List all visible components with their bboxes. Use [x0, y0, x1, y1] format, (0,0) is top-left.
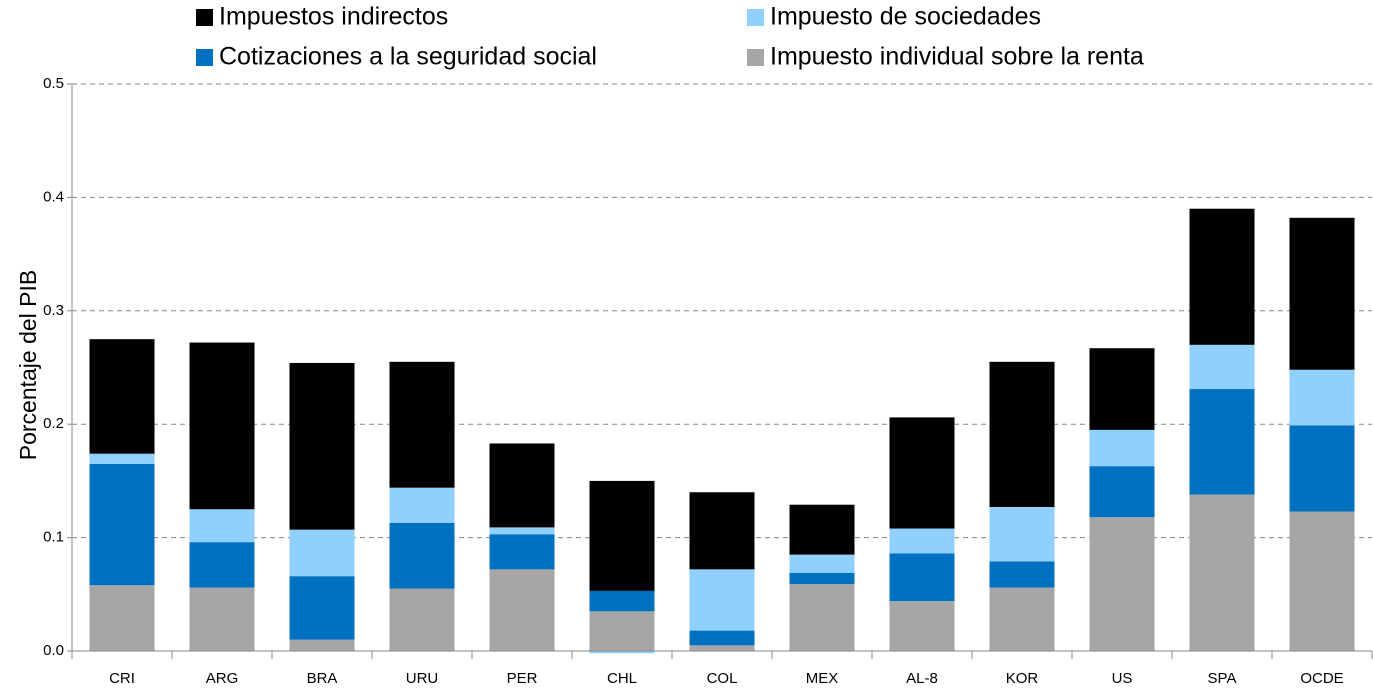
- bar-segment: [989, 561, 1055, 588]
- legend-label: Impuestos indirectos: [219, 3, 448, 31]
- bar-segment: [389, 522, 455, 589]
- y-tick-label: 0.2: [43, 415, 64, 432]
- bar-segment: [1189, 389, 1255, 495]
- bar-segment: [1289, 425, 1355, 512]
- bar-segment: [1189, 494, 1255, 651]
- x-tick-label: US: [1112, 670, 1133, 687]
- bar-segment: [89, 463, 155, 586]
- bar-segment: [189, 542, 255, 588]
- x-tick-label: ARG: [206, 670, 239, 687]
- bar-segment: [789, 584, 855, 651]
- bar-segment: [889, 553, 955, 602]
- bar-segment: [689, 630, 755, 646]
- bar-segment: [189, 509, 255, 543]
- bar-segment: [589, 611, 655, 651]
- bar-segment: [389, 361, 455, 488]
- bar-segment: [689, 645, 755, 651]
- bar-segment: [489, 443, 555, 528]
- bar-segment: [1089, 429, 1155, 467]
- bar-segment: [1089, 466, 1155, 518]
- x-tick-label: CRI: [109, 670, 135, 687]
- bar-segment: [889, 417, 955, 529]
- bar-segment: [1289, 217, 1355, 370]
- legend-swatch: [747, 49, 764, 66]
- legend-swatch: [747, 9, 764, 26]
- bar-segment: [389, 487, 455, 523]
- y-tick-label: 0.1: [43, 529, 64, 546]
- bar-segment: [1189, 344, 1255, 390]
- bar-segment: [589, 590, 655, 612]
- x-tick-label: BRA: [307, 670, 338, 687]
- bar-segment: [889, 528, 955, 554]
- bar-segment: [289, 529, 355, 577]
- bar-segment: [589, 651, 655, 654]
- legend-label: Cotizaciones a la seguridad social: [219, 43, 597, 71]
- legend-swatch: [196, 9, 213, 26]
- bar-segment: [889, 601, 955, 651]
- y-tick-label: 0.3: [43, 302, 64, 319]
- legend-label: Impuesto individual sobre la renta: [770, 43, 1144, 71]
- bar-segment: [489, 534, 555, 570]
- bar-segment: [189, 587, 255, 651]
- bar-segment: [789, 572, 855, 585]
- bar-segment: [289, 362, 355, 530]
- bar-segment: [1289, 369, 1355, 426]
- bar-segment: [489, 569, 555, 651]
- x-tick-label: OCDE: [1300, 670, 1343, 687]
- bar-segment: [989, 506, 1055, 562]
- bar-segment: [289, 576, 355, 640]
- x-tick-label: COL: [707, 670, 738, 687]
- x-tick-label: CHL: [607, 670, 637, 687]
- bar-segment: [789, 504, 855, 555]
- bar-segment: [989, 587, 1055, 651]
- bar-segment: [1089, 348, 1155, 430]
- bar-segment: [1189, 208, 1255, 345]
- bar-segment: [89, 453, 155, 464]
- bar-segment: [189, 342, 255, 510]
- bar-segment: [789, 554, 855, 573]
- x-tick-label: AL-8: [906, 670, 938, 687]
- x-tick-label: PER: [507, 670, 538, 687]
- y-tick-label: 0.0: [43, 642, 64, 659]
- bar-segment: [1289, 511, 1355, 651]
- y-tick-label: 0.4: [43, 188, 64, 205]
- y-tick-label: 0.5: [43, 75, 64, 92]
- bar-segment: [589, 480, 655, 591]
- bar-segment: [289, 639, 355, 651]
- bar-segment: [1089, 517, 1155, 651]
- legend-swatch: [196, 49, 213, 66]
- bar-segment: [89, 585, 155, 651]
- bar-segment: [89, 339, 155, 454]
- bar-segment: [489, 527, 555, 535]
- bar-segment: [689, 492, 755, 570]
- y-axis-label: Porcentaje del PIB: [15, 270, 41, 461]
- legend-label: Impuesto de sociedades: [770, 3, 1041, 31]
- bar-segment: [989, 361, 1055, 507]
- bar-segment: [689, 569, 755, 631]
- x-tick-label: URU: [406, 670, 439, 687]
- x-tick-label: MEX: [806, 670, 839, 687]
- x-tick-label: KOR: [1006, 670, 1039, 687]
- x-tick-label: SPA: [1208, 670, 1237, 687]
- bar-segment: [389, 588, 455, 651]
